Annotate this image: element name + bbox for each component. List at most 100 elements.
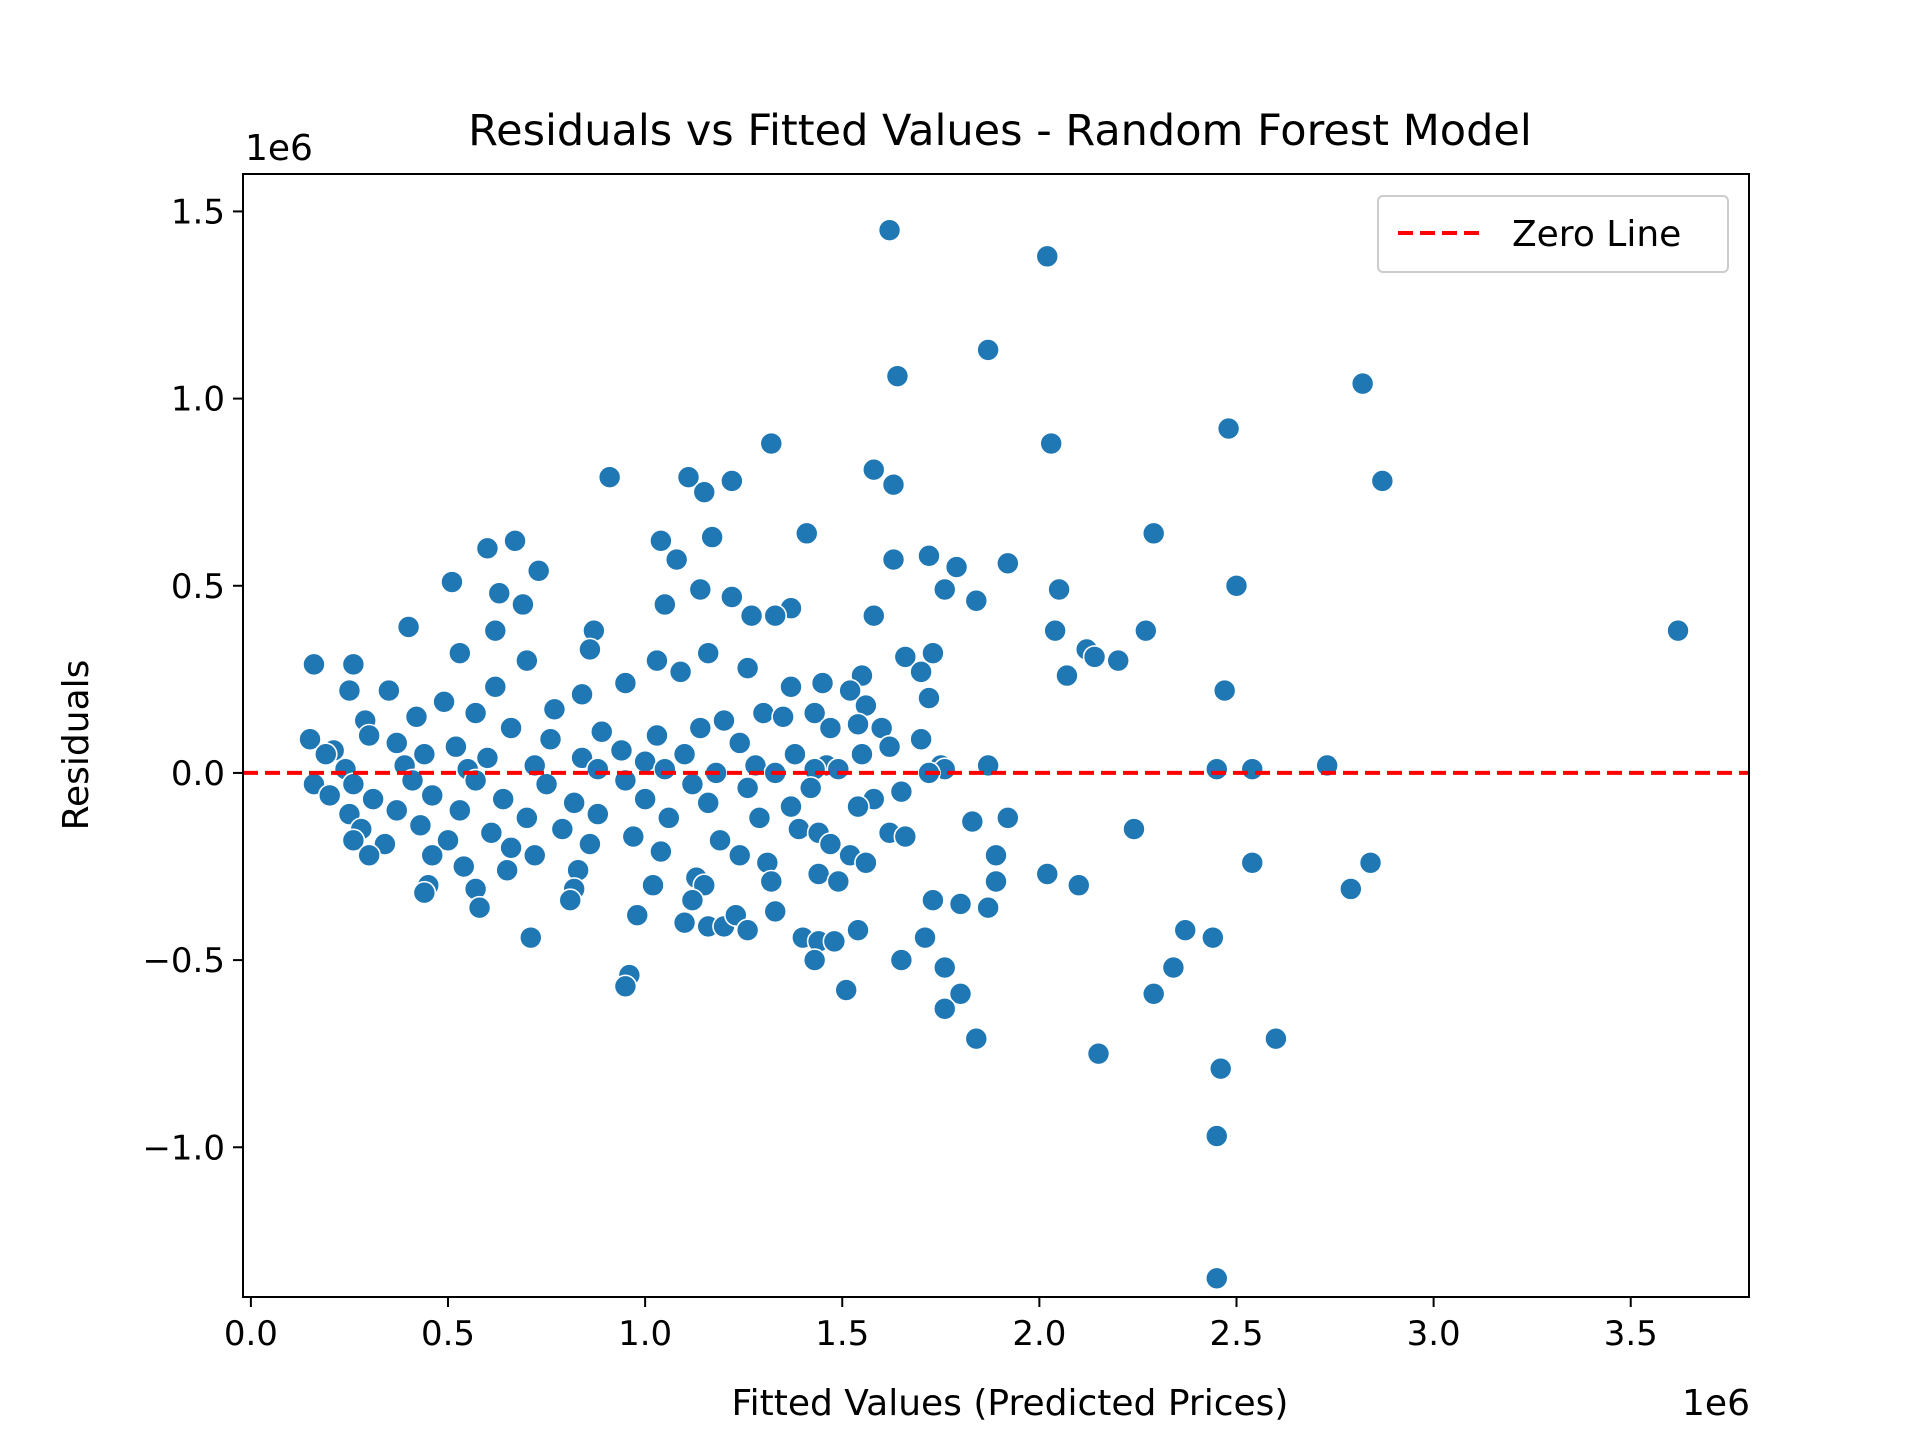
scatter-point (1216, 416, 1241, 441)
scatter-point (960, 809, 985, 834)
scatter-point (751, 701, 776, 725)
y-tick-label: 0.0 (171, 754, 225, 794)
scatter-point (641, 873, 665, 898)
scatter-point (1086, 1041, 1111, 1066)
scatter-point (384, 731, 409, 755)
scatter-point (1066, 873, 1091, 898)
scatter-point (668, 660, 693, 684)
scatter-point (838, 678, 862, 703)
scatter-point (313, 742, 338, 767)
ticks-layer: 0.0 0.5 1.0 1.5 2.0 2.5 3.0 3.5 1.5 1.0 0.5 0.0 −0.5… (142, 192, 1657, 1354)
scatter-point (653, 757, 677, 781)
scatter-point (633, 787, 657, 811)
scatter-point (1035, 244, 1060, 269)
scatter-point (846, 918, 870, 942)
scatter-point (645, 648, 669, 673)
scatter-point (420, 783, 445, 808)
scatter-point (1106, 648, 1131, 673)
scatter-point (917, 686, 941, 710)
x-tick-label: 2.0 (1012, 1314, 1066, 1354)
scatter-point (664, 547, 689, 572)
scatter-point (656, 806, 681, 830)
scatter-point (298, 727, 322, 752)
scatter-point (538, 727, 563, 752)
scatter-point (570, 682, 594, 707)
scatter-point (921, 888, 945, 913)
scatter-point (688, 577, 713, 602)
scatter-point (621, 824, 646, 849)
scatter-point (542, 697, 567, 722)
chart-title: Residuals vs Fitted Values - Random Fore… (468, 106, 1532, 156)
scatter-point (779, 794, 803, 819)
scatter-point (877, 218, 902, 242)
scatter-point (515, 648, 539, 673)
scatter-point (1039, 431, 1063, 456)
scatter-point (432, 690, 456, 714)
scatter-point (511, 592, 535, 617)
scatter-point (357, 843, 381, 868)
scatter-point (976, 895, 1000, 920)
scatter-point (1666, 618, 1690, 643)
scatter-point (503, 529, 527, 553)
y-tick-label: −1.0 (142, 1128, 225, 1168)
scatter-point (1224, 573, 1249, 598)
scatter-point (589, 719, 614, 744)
scatter-point (404, 704, 429, 729)
legend-label-zero-line: Zero Line (1512, 214, 1681, 255)
x-axis-label: Fitted Values (Predicted Prices) (732, 1383, 1289, 1424)
scatter-point (720, 585, 744, 609)
scatter-point (1134, 618, 1158, 643)
scatter-point (483, 618, 508, 643)
scatter-point (984, 843, 1008, 868)
scatter-point (1212, 678, 1237, 703)
scatter-point (885, 364, 910, 388)
scatter-point (712, 708, 736, 733)
scatter-point (361, 787, 385, 811)
scatter-point (451, 854, 476, 879)
scatter-point (499, 835, 523, 860)
scatter-point (783, 742, 807, 767)
scatter-point (625, 903, 650, 927)
scatter-point (1141, 521, 1166, 546)
scatter-point (317, 783, 342, 808)
scatter-point (1240, 757, 1265, 781)
scatter-point (412, 880, 437, 905)
scatter-point (1055, 663, 1079, 688)
scatter-point (653, 592, 677, 617)
scatter-point (440, 570, 464, 594)
scatter-point (341, 652, 366, 677)
scatter-point (1370, 469, 1395, 493)
y-tick-label: 0.5 (171, 567, 225, 607)
scatter-point (475, 536, 500, 561)
scatter-point (448, 798, 472, 823)
scatter-point (861, 603, 886, 628)
y-tick-label: −0.5 (142, 941, 225, 981)
scatter-point (881, 547, 906, 572)
scatter-point (495, 858, 519, 883)
scatter-point (881, 472, 906, 497)
scatter-point (487, 581, 512, 606)
scatter-point (448, 641, 472, 665)
x-offset-label: 1e6 (1682, 1383, 1750, 1424)
scatter-point (586, 802, 610, 826)
scatter-point (562, 791, 586, 815)
scatter-point (735, 656, 760, 680)
scatter-point (463, 701, 488, 725)
scatter-point (526, 558, 551, 583)
y-tick-label: 1.5 (171, 192, 225, 232)
scatter-point (499, 716, 523, 740)
scatter-point (822, 929, 847, 954)
scatter-point (515, 806, 539, 830)
scatter-point (917, 544, 941, 568)
scatter-point (846, 794, 870, 819)
scatter-point (534, 772, 559, 796)
y-tick-label: 1.0 (171, 380, 225, 420)
scatter-point (996, 806, 1020, 830)
scatter-point (475, 746, 500, 770)
scatter-point (735, 918, 760, 942)
scatter-point (408, 813, 433, 838)
scatter-point (779, 675, 803, 699)
scatter-point (1035, 862, 1060, 886)
scatter-point (396, 615, 421, 639)
